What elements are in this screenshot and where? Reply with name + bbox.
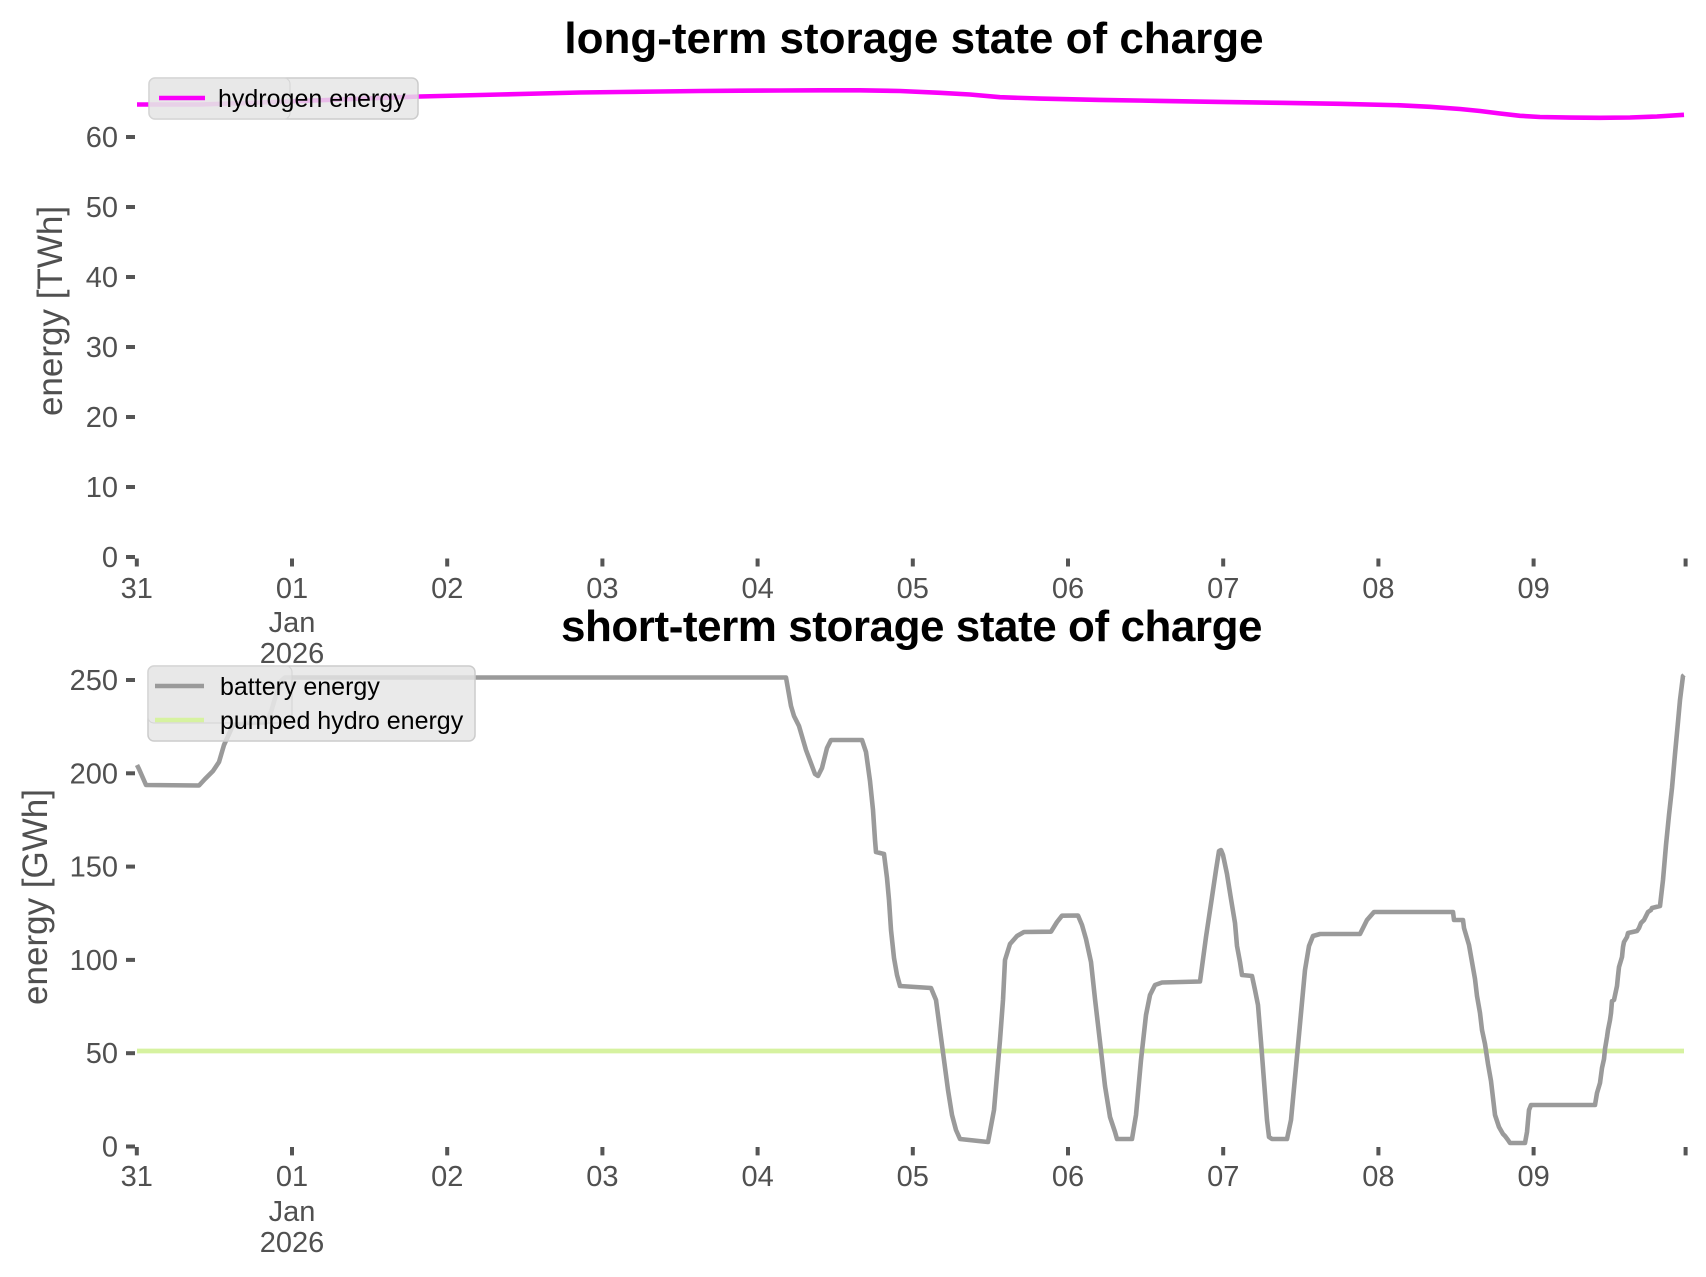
- svg-text:04: 04: [741, 1161, 773, 1193]
- svg-text:40: 40: [86, 262, 118, 294]
- svg-text:hydrogen energy: hydrogen energy: [218, 85, 406, 113]
- svg-text:100: 100: [70, 945, 118, 977]
- svg-text:02: 02: [431, 1161, 463, 1193]
- svg-text:250: 250: [70, 665, 118, 697]
- svg-text:09: 09: [1517, 573, 1549, 605]
- svg-text:0: 0: [102, 542, 118, 574]
- svg-text:05: 05: [897, 1161, 929, 1193]
- svg-text:2026: 2026: [260, 638, 325, 670]
- svg-text:30: 30: [86, 332, 118, 364]
- svg-text:Jan: Jan: [269, 1196, 316, 1228]
- svg-text:pumped hydro energy: pumped hydro energy: [220, 707, 464, 735]
- svg-text:60: 60: [86, 122, 118, 154]
- svg-text:03: 03: [586, 1161, 618, 1193]
- svg-text:04: 04: [741, 573, 773, 605]
- svg-text:50: 50: [86, 1038, 118, 1070]
- svg-text:energy [GWh]: energy [GWh]: [16, 789, 55, 1005]
- svg-text:09: 09: [1517, 1161, 1549, 1193]
- svg-text:200: 200: [70, 758, 118, 790]
- svg-text:long-term storage state of cha: long-term storage state of charge: [564, 14, 1263, 63]
- svg-text:50: 50: [86, 192, 118, 224]
- svg-text:06: 06: [1052, 573, 1084, 605]
- svg-text:08: 08: [1362, 573, 1394, 605]
- svg-text:31: 31: [121, 573, 153, 605]
- svg-text:short-term storage state of ch: short-term storage state of charge: [561, 602, 1262, 651]
- svg-text:01: 01: [276, 1161, 308, 1193]
- svg-text:0: 0: [102, 1132, 118, 1164]
- svg-text:Jan: Jan: [269, 607, 316, 639]
- svg-text:battery energy: battery energy: [220, 673, 380, 701]
- svg-text:03: 03: [586, 573, 618, 605]
- svg-text:10: 10: [86, 472, 118, 504]
- svg-text:06: 06: [1052, 1161, 1084, 1193]
- svg-text:energy [TWh]: energy [TWh]: [31, 206, 70, 416]
- svg-text:07: 07: [1207, 573, 1239, 605]
- svg-text:20: 20: [86, 402, 118, 434]
- svg-text:07: 07: [1207, 1161, 1239, 1193]
- svg-text:01: 01: [276, 573, 308, 605]
- svg-text:2026: 2026: [260, 1227, 325, 1259]
- svg-text:02: 02: [431, 573, 463, 605]
- svg-text:05: 05: [897, 573, 929, 605]
- svg-text:08: 08: [1362, 1161, 1394, 1193]
- svg-text:150: 150: [70, 852, 118, 884]
- svg-text:31: 31: [121, 1161, 153, 1193]
